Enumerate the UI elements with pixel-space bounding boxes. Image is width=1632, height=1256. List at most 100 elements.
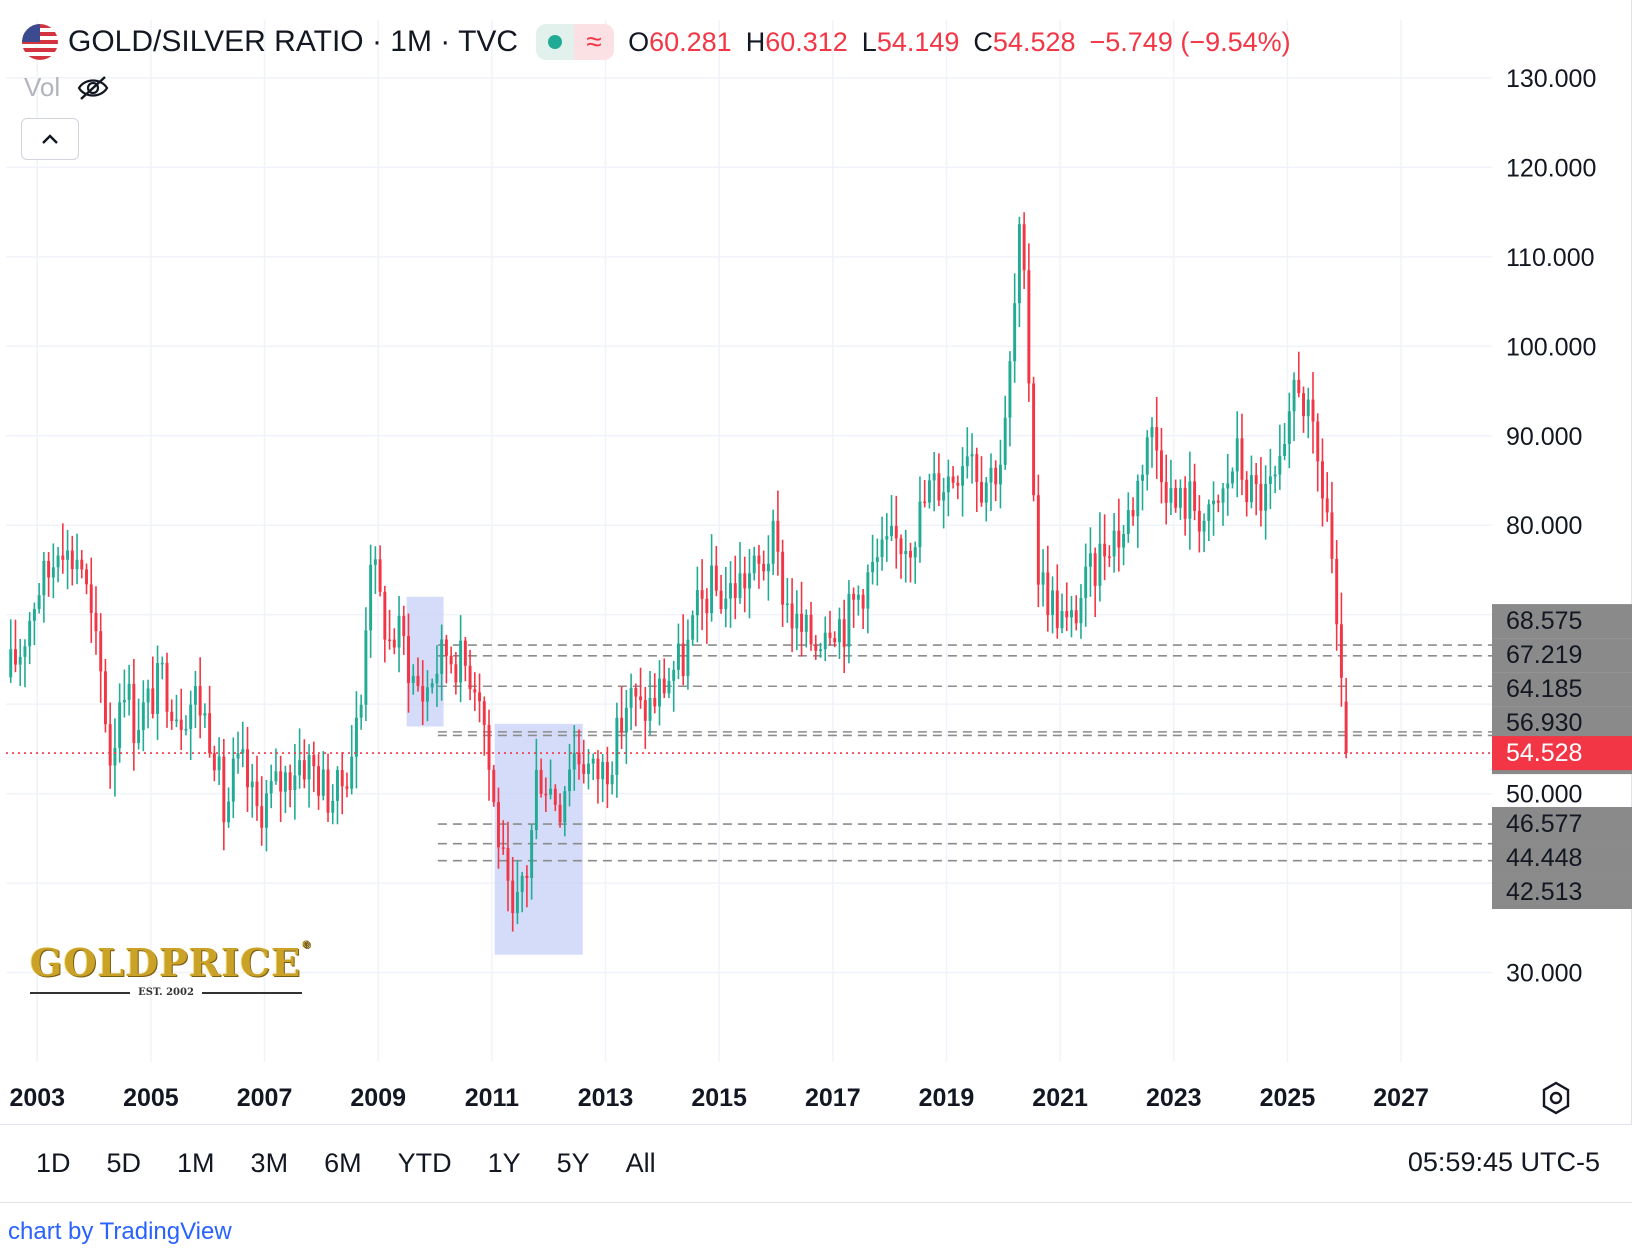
timezone-clock[interactable]: 05:59:45 UTC-5 bbox=[1407, 1147, 1600, 1177]
candle-body bbox=[662, 678, 666, 694]
candle-body bbox=[506, 847, 510, 881]
candlestick-chart[interactable]: 130.000 120.000 110.000 100.000 90.000 80.000… bbox=[0, 0, 1632, 1125]
range-1m-button[interactable]: 1M bbox=[177, 1148, 215, 1178]
candle-body bbox=[904, 550, 908, 555]
price-level-label-bg bbox=[1492, 604, 1632, 639]
candle-body bbox=[208, 713, 212, 754]
candle-body bbox=[762, 563, 766, 572]
candle-body bbox=[653, 697, 657, 707]
candle-body bbox=[1268, 476, 1272, 484]
candle-body bbox=[274, 771, 278, 782]
candle-body bbox=[402, 615, 406, 636]
candle-body bbox=[1325, 498, 1329, 513]
candle-body bbox=[369, 564, 373, 631]
candle-body bbox=[51, 567, 55, 578]
close-label: C bbox=[973, 26, 993, 57]
candle-body bbox=[28, 620, 32, 647]
highlight-zone bbox=[406, 596, 444, 727]
candle-body bbox=[151, 688, 155, 714]
candle-body bbox=[473, 689, 477, 693]
candle-body bbox=[932, 473, 936, 481]
price-level-label: 44.448 bbox=[1506, 844, 1582, 872]
y-tick-label: 80.000 bbox=[1506, 512, 1582, 540]
candle-body bbox=[189, 704, 193, 729]
candle-body bbox=[1183, 487, 1187, 519]
candle-body bbox=[1055, 590, 1059, 629]
range-all-button[interactable]: All bbox=[625, 1148, 656, 1178]
candle-body bbox=[781, 551, 785, 605]
candle-body bbox=[894, 525, 898, 539]
candle-body bbox=[681, 643, 685, 677]
candle-body bbox=[170, 711, 174, 722]
candle-body bbox=[1259, 483, 1263, 511]
candle-body bbox=[539, 769, 543, 794]
candle-body bbox=[23, 646, 27, 657]
candle-body bbox=[980, 481, 983, 503]
candle-body bbox=[918, 501, 922, 548]
candle-body bbox=[568, 769, 571, 792]
range-ytd-button[interactable]: YTD bbox=[397, 1148, 452, 1178]
candle-body bbox=[1245, 479, 1249, 503]
candle-body bbox=[269, 781, 273, 794]
candle-body bbox=[66, 550, 70, 560]
candle-body bbox=[909, 550, 912, 558]
candle-body bbox=[989, 467, 993, 483]
candle-body bbox=[1008, 361, 1012, 418]
candle-body bbox=[1221, 488, 1225, 503]
candle-body bbox=[558, 804, 562, 823]
range-6m-button[interactable]: 6M bbox=[324, 1148, 362, 1178]
candle-body bbox=[856, 594, 860, 600]
candle-body bbox=[1235, 438, 1239, 472]
eye-hidden-icon[interactable] bbox=[76, 74, 110, 102]
candle-body bbox=[1088, 553, 1092, 567]
candle-body bbox=[364, 630, 368, 705]
candle-body bbox=[913, 547, 917, 558]
price-level-label: 42.513 bbox=[1506, 878, 1582, 906]
x-tick-label: 2021 bbox=[1032, 1084, 1088, 1112]
tradingview-attribution-link[interactable]: chart by TradingView bbox=[8, 1218, 232, 1245]
candle-body bbox=[321, 769, 325, 796]
high-value: 60.312 bbox=[765, 26, 848, 57]
candle-body bbox=[1126, 510, 1130, 534]
range-5y-button[interactable]: 5Y bbox=[556, 1148, 590, 1178]
candle-body bbox=[705, 598, 709, 614]
range-1d-button[interactable]: 1D bbox=[36, 1148, 71, 1178]
candle-body bbox=[1302, 393, 1305, 417]
candle-body bbox=[463, 640, 467, 666]
market-status-pill[interactable]: ≈ bbox=[536, 24, 615, 60]
candle-body bbox=[714, 565, 718, 591]
x-tick-label: 2017 bbox=[805, 1084, 861, 1112]
price-level-label-bg bbox=[1492, 807, 1632, 842]
range-3m-button[interactable]: 3M bbox=[250, 1148, 289, 1178]
range-5d-button[interactable]: 5D bbox=[106, 1148, 142, 1178]
candle-body bbox=[748, 573, 751, 589]
symbol-title[interactable]: GOLD/SILVER RATIO · 1M · TVC bbox=[68, 25, 519, 58]
candle-body bbox=[37, 595, 41, 610]
candle-body bbox=[847, 593, 851, 647]
candle-body bbox=[823, 632, 827, 650]
candle-body bbox=[1197, 510, 1201, 532]
collapse-legend-button[interactable] bbox=[21, 118, 79, 160]
candle-body bbox=[738, 573, 742, 598]
candle-body bbox=[440, 639, 444, 674]
candle-body bbox=[1079, 598, 1083, 624]
y-tick-label: 100.000 bbox=[1506, 333, 1596, 361]
candle-body bbox=[1344, 701, 1348, 754]
candle-body bbox=[468, 665, 472, 690]
candles bbox=[9, 212, 1348, 932]
volume-label: Vol bbox=[24, 72, 61, 102]
candle-body bbox=[743, 573, 747, 589]
range-1y-button[interactable]: 1Y bbox=[487, 1148, 521, 1178]
x-tick-label: 2011 bbox=[465, 1084, 519, 1112]
candle-body bbox=[1112, 530, 1116, 557]
candle-body bbox=[1150, 427, 1154, 438]
candle-body bbox=[861, 594, 865, 609]
candle-body bbox=[814, 644, 818, 651]
candle-body bbox=[695, 590, 699, 616]
candle-body bbox=[1292, 379, 1296, 412]
candle-body bbox=[1316, 421, 1320, 462]
candle-body bbox=[336, 770, 339, 801]
candle-body bbox=[1070, 610, 1073, 618]
candle-body bbox=[1046, 572, 1050, 616]
settings-gear-icon[interactable] bbox=[1538, 1080, 1574, 1116]
